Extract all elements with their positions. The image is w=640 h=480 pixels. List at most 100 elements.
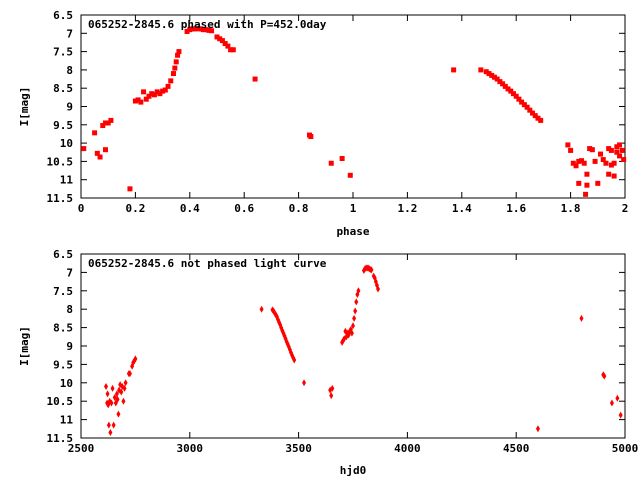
data-point	[538, 117, 544, 123]
data-point	[491, 74, 497, 80]
data-point	[94, 150, 100, 156]
data-point	[127, 370, 132, 378]
data-point	[308, 134, 314, 140]
data-point	[584, 182, 590, 188]
data-point	[105, 390, 110, 398]
data-point	[584, 171, 590, 177]
data-point	[614, 149, 620, 155]
data-point	[190, 26, 196, 32]
y-tick-label: 7	[66, 266, 73, 279]
data-point	[92, 130, 98, 136]
data-point	[122, 384, 127, 392]
data-point	[222, 41, 228, 47]
x-tick-label: 2500	[68, 442, 95, 455]
data-point	[165, 83, 171, 89]
data-point	[209, 28, 215, 34]
data-point	[162, 87, 168, 93]
x-tick-label: 0.6	[234, 202, 254, 215]
y-tick-label: 8.5	[53, 322, 73, 335]
data-point	[565, 142, 571, 148]
data-point	[104, 382, 109, 390]
data-point	[595, 180, 601, 186]
data-point	[500, 81, 506, 87]
data-point	[302, 379, 307, 387]
data-point	[200, 27, 206, 33]
y-tick-label: 10	[60, 137, 73, 150]
x-tick-label: 0.2	[125, 202, 145, 215]
data-point	[579, 314, 584, 322]
data-point	[127, 186, 133, 192]
data-point	[203, 27, 209, 33]
data-point	[154, 89, 160, 95]
data-point	[608, 162, 614, 168]
data-point	[102, 147, 108, 153]
data-point	[259, 305, 264, 313]
data-point	[609, 399, 614, 407]
x-tick-label: 4000	[394, 442, 421, 455]
data-point	[578, 158, 584, 164]
data-point	[352, 314, 357, 322]
data-point	[228, 47, 234, 53]
data-point	[581, 160, 587, 166]
x-tick-label: 0	[78, 202, 85, 215]
data-point	[527, 107, 533, 113]
chart-panel: 6.5 7 7.5 8 8.5 9 9.5 10 10.5 11 11.5 0 0.2 0.4 0.6 0.8…	[18, 9, 628, 238]
y-tick-label: 8	[66, 303, 73, 316]
y-tick-label: 9	[66, 101, 73, 114]
data-point	[252, 76, 258, 82]
data-point	[505, 86, 511, 92]
y-tick-label: 11	[60, 414, 74, 427]
data-point	[109, 399, 114, 407]
x-axis-label: hjd0	[340, 464, 367, 477]
data-point	[510, 91, 516, 97]
data-point	[618, 411, 623, 419]
data-point	[587, 146, 593, 152]
plot-title: 065252-2845.6 phased with P=452.0day	[88, 18, 327, 31]
data-point	[497, 79, 503, 85]
x-tick-label: 1.4	[452, 202, 472, 215]
data-point	[225, 43, 231, 49]
data-point	[328, 160, 334, 166]
data-point	[100, 123, 106, 129]
data-point	[535, 115, 541, 121]
data-point	[519, 99, 525, 105]
x-tick-label: 4500	[503, 442, 530, 455]
data-point	[214, 34, 220, 40]
data-point	[135, 97, 141, 103]
data-point	[195, 26, 201, 32]
y-tick-label: 6.5	[53, 9, 73, 22]
data-point	[486, 71, 492, 77]
data-point	[330, 384, 335, 392]
data-point	[110, 384, 115, 392]
data-point	[217, 36, 223, 42]
data-point	[141, 89, 147, 95]
data-point	[615, 394, 620, 402]
data-point	[349, 329, 354, 337]
plot-frame	[80, 253, 626, 439]
data-point	[329, 392, 334, 400]
data-point	[598, 151, 604, 157]
y-axis-label: I[mag]	[18, 87, 31, 127]
data-point	[617, 142, 623, 148]
data-point	[568, 147, 574, 153]
data-point	[508, 88, 514, 94]
x-tick-label: 1.2	[397, 202, 417, 215]
x-tick-label: 2	[622, 202, 629, 215]
data-point	[589, 147, 595, 153]
data-point	[108, 117, 114, 123]
data-point	[111, 421, 116, 429]
data-point	[614, 144, 620, 150]
data-point	[138, 99, 144, 105]
y-tick-label: 9	[66, 340, 73, 353]
data-point	[121, 397, 126, 405]
data-point	[524, 104, 530, 110]
data-point	[592, 158, 598, 164]
y-tick-label: 7	[66, 27, 73, 40]
x-tick-label: 1.8	[561, 202, 581, 215]
data-point	[97, 154, 103, 160]
data-point	[521, 102, 527, 108]
data-point	[356, 287, 361, 295]
data-point	[184, 28, 190, 34]
